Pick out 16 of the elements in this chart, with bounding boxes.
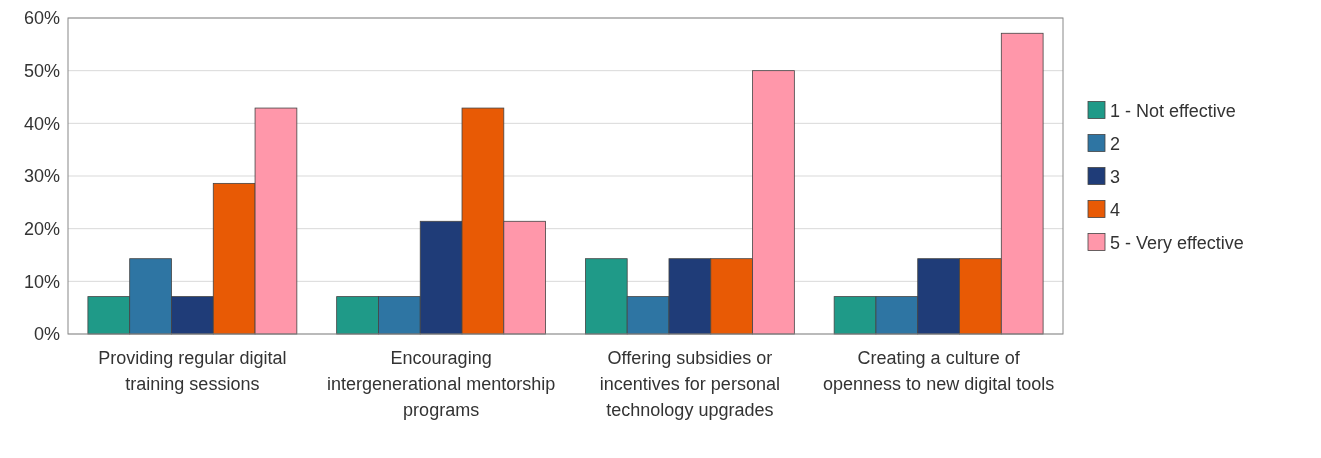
legend-label: 3 [1110, 166, 1121, 187]
y-tick-label: 20% [23, 218, 60, 239]
legend-label: 4 [1110, 199, 1121, 220]
y-tick-label: 10% [23, 271, 60, 292]
x-tick-label: Encouraging intergenerational mentorship programs [327, 348, 556, 421]
x-tick-label: Providing regular digital training sessions [98, 348, 287, 395]
y-tick-label: 30% [23, 166, 60, 187]
x-tick-label: Creating a culture of openness to new digital tools [823, 348, 1055, 395]
y-tick-label: 60% [23, 8, 60, 29]
y-tick-label: 0% [33, 324, 60, 345]
y-tick-label: 40% [23, 113, 60, 134]
legend-label: 1 - Not effective [1110, 100, 1236, 121]
legend-label: 5 - Very effective [1110, 232, 1244, 253]
x-tick-label: Offering subsidies or incentives for personal technology upgrades [599, 348, 780, 421]
legend-label: 2 [1110, 133, 1121, 154]
y-tick-label: 50% [23, 60, 60, 81]
